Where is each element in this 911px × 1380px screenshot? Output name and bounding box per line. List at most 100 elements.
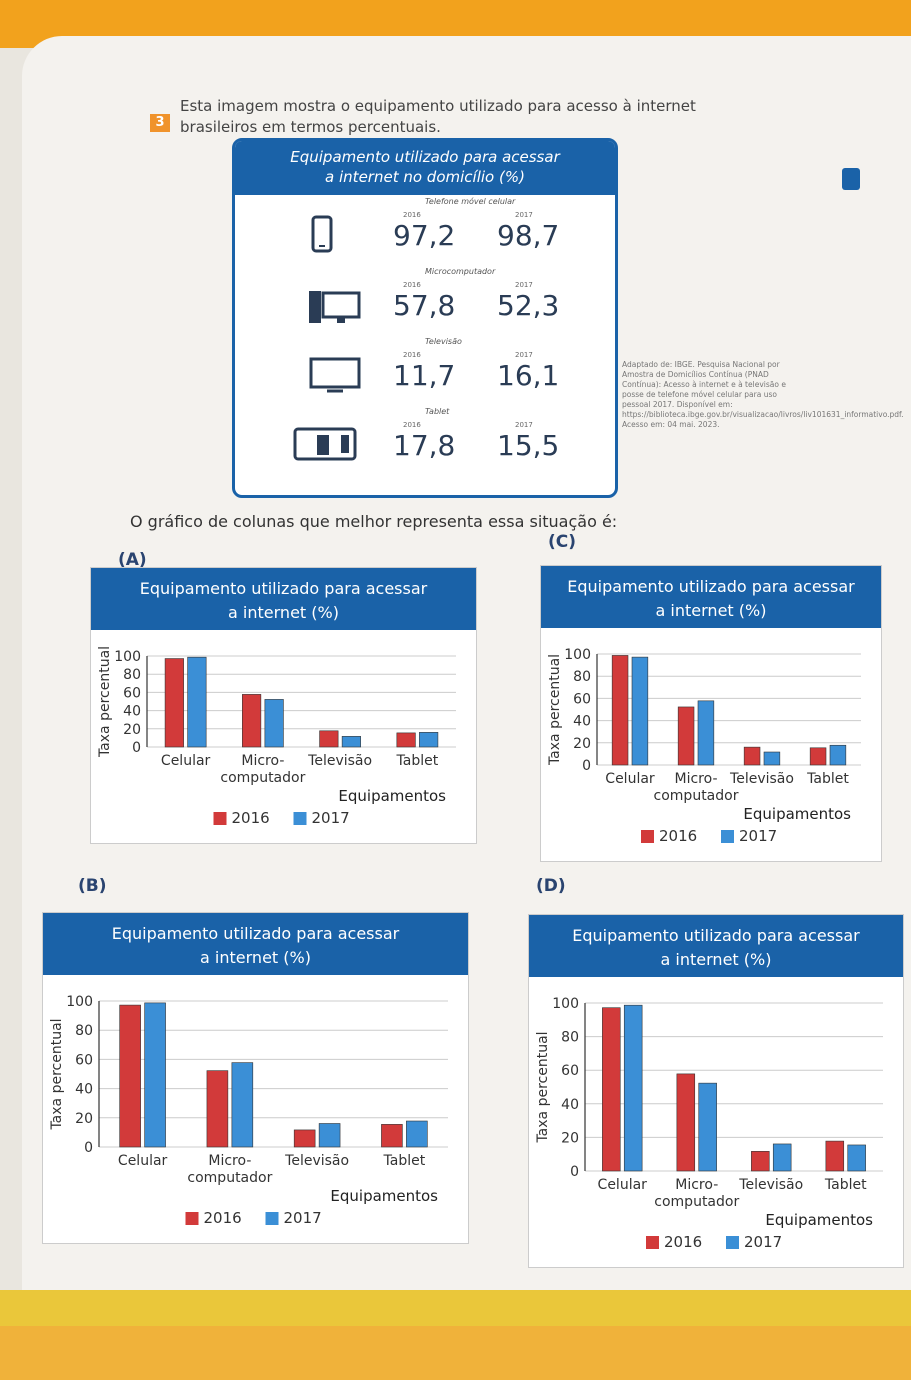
- y-tick-label: 20: [123, 722, 141, 738]
- bar-2017-1: [264, 699, 284, 748]
- bar-2016-1: [676, 1073, 696, 1172]
- bar-2017-0: [144, 1002, 166, 1148]
- legend-label-2016: 2016: [664, 1233, 702, 1251]
- bar-2017-2: [763, 751, 781, 766]
- infographic-item-phone: Telefone móvel celular 2016 2017 97,2 98…: [235, 197, 615, 267]
- x-tick-label: Micro-: [675, 771, 718, 787]
- bar-2017-3: [406, 1120, 428, 1148]
- bar-2016-3: [809, 747, 827, 766]
- x-tick-label: Tablet: [824, 1177, 867, 1193]
- x-tick-label: Tablet: [806, 771, 849, 787]
- legend-label-2016: 2016: [659, 827, 697, 845]
- bar-2016-0: [164, 658, 184, 748]
- y-tick-label: 60: [123, 685, 141, 701]
- item-year-1: 2016: [403, 351, 421, 359]
- y-tick-label: 100: [564, 647, 591, 663]
- y-tick-label: 0: [132, 740, 141, 756]
- x-tick-label: Tablet: [383, 1153, 426, 1169]
- y-tick-label: 60: [561, 1063, 579, 1079]
- item-value-2: 16,1: [497, 359, 560, 392]
- bar-2017-3: [419, 732, 439, 748]
- y-tick-label: 60: [75, 1052, 93, 1068]
- option-label-b: (B): [78, 876, 107, 896]
- bar-2017-2: [772, 1143, 792, 1172]
- legend-swatch-2017: [293, 812, 307, 825]
- item-year-2: 2017: [515, 421, 533, 429]
- bar-2016-3: [381, 1124, 403, 1148]
- legend-swatch-2016: [641, 830, 654, 843]
- x-axis-label: Equipamentos: [338, 787, 446, 805]
- chart-card-c: Equipamento utilizado para acessar a inte…: [540, 565, 882, 862]
- infographic-item-tablet: Tablet 2016 2017 17,8 15,5: [235, 407, 615, 477]
- x-tick-label: Micro-: [208, 1153, 251, 1169]
- y-axis-label: Taxa percentual: [49, 1018, 65, 1130]
- y-tick-label: 80: [573, 669, 591, 685]
- tablet-icon: [291, 425, 361, 473]
- source-note: Adaptado de: IBGE. Pesquisa Nacional por…: [622, 360, 904, 429]
- bar-2017-0: [187, 656, 207, 748]
- x-tick-label: Televisão: [729, 771, 794, 787]
- x-tick-label: Celular: [598, 1177, 648, 1193]
- infographic-item-tv: Televisão 2016 2017 11,7 16,1: [235, 337, 615, 407]
- chart-title-line-1: Equipamento utilizado para acessar: [567, 577, 855, 596]
- item-label: Televisão: [425, 337, 462, 346]
- infographic-title-1: Equipamento utilizado para acessar: [290, 148, 560, 166]
- y-tick-label: 40: [123, 704, 141, 720]
- chart-title-line-2: a internet (%): [656, 601, 767, 620]
- x-axis-label: Equipamentos: [743, 805, 851, 823]
- y-tick-label: 20: [573, 736, 591, 752]
- item-label: Telefone móvel celular: [425, 197, 516, 206]
- item-year-1: 2016: [403, 211, 421, 219]
- y-axis-label: Taxa percentual: [97, 646, 113, 758]
- bar-2016-1: [242, 694, 262, 748]
- chart-card-d: Equipamento utilizado para acessar a inte…: [528, 914, 904, 1268]
- bar-2017-0: [631, 656, 649, 766]
- infographic-title-2: a internet no domicílio (%): [325, 168, 525, 186]
- item-value-2: 98,7: [497, 219, 560, 252]
- chart-title-line-1: Equipamento utilizado para acessar: [112, 924, 400, 943]
- y-tick-label: 0: [84, 1140, 93, 1156]
- phone-icon: [307, 215, 337, 263]
- chart-card-b: Equipamento utilizado para acessar a inte…: [42, 912, 469, 1244]
- infographic-item-desktop: Microcomputador 2016 2017 57,8 52,3: [235, 267, 615, 337]
- x-tick-label: computador: [654, 1194, 739, 1210]
- chart-title-line-1: Equipamento utilizado para acessar: [140, 579, 428, 598]
- item-year-1: 2016: [403, 281, 421, 289]
- desktop-icon: [307, 285, 363, 335]
- y-tick-label: 80: [561, 1030, 579, 1046]
- bar-2016-0: [602, 1007, 621, 1172]
- y-tick-label: 80: [75, 1023, 93, 1039]
- y-tick-label: 100: [552, 996, 579, 1012]
- x-tick-label: computador: [220, 770, 305, 786]
- x-tick-label: computador: [654, 788, 739, 804]
- legend-label-2017: 2017: [312, 809, 350, 827]
- legend-swatch-2016: [646, 1236, 659, 1249]
- bar-2017-2: [341, 736, 361, 748]
- bar-2016-3: [396, 732, 416, 748]
- question-line-2: brasileiros em termos percentuais.: [180, 118, 441, 136]
- chart-title-line-1: Equipamento utilizado para acessar: [572, 926, 860, 945]
- item-value-1: 57,8: [393, 289, 456, 322]
- bar-2017-1: [697, 700, 715, 766]
- y-tick-label: 100: [66, 994, 93, 1010]
- item-year-1: 2016: [403, 421, 421, 429]
- y-tick-label: 100: [114, 649, 141, 665]
- y-tick-label: 20: [561, 1130, 579, 1146]
- question-prompt: O gráfico de colunas que melhor represen…: [130, 512, 618, 531]
- legend-swatch-2017: [726, 1236, 739, 1249]
- bar-2016-2: [319, 730, 339, 748]
- x-tick-label: Celular: [605, 771, 655, 787]
- item-value-1: 17,8: [393, 429, 456, 462]
- x-axis-label: Equipamentos: [330, 1187, 438, 1205]
- option-label-a: (A): [118, 550, 147, 570]
- legend-swatch-2016: [185, 1212, 199, 1225]
- infographic-box: Equipamento utilizado para acessar a int…: [232, 138, 618, 498]
- question-text: Esta imagem mostra o equipamento utiliza…: [180, 96, 900, 138]
- legend-label-2017: 2017: [744, 1233, 782, 1251]
- bar-2017-2: [318, 1123, 341, 1148]
- option-label-c: (C): [548, 532, 577, 552]
- chart-svg: Equipamento utilizado para acessar a inte…: [43, 913, 468, 1227]
- x-tick-label: Micro-: [675, 1177, 718, 1193]
- bar-2016-0: [611, 655, 629, 766]
- item-year-2: 2017: [515, 281, 533, 289]
